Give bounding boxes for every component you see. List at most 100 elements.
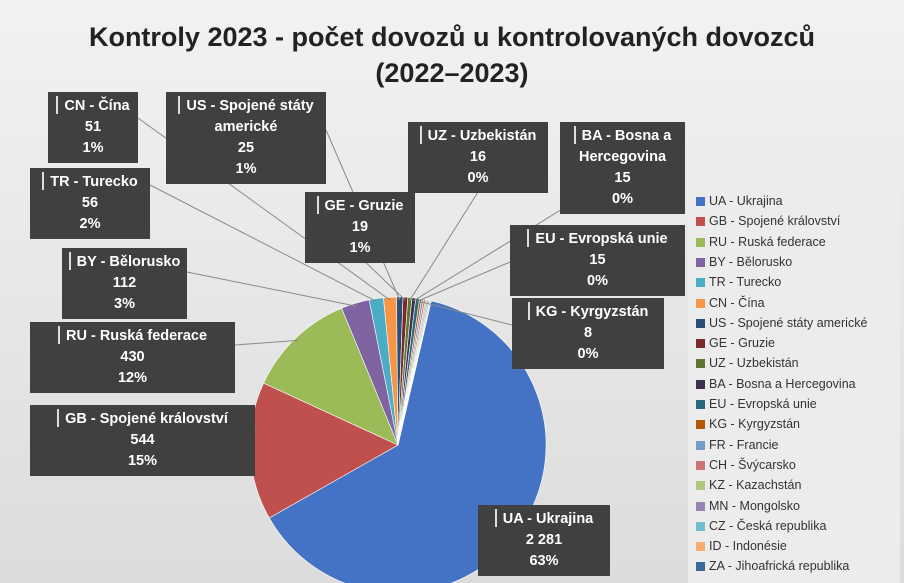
label-value: 112	[112, 275, 137, 291]
label-swatch	[316, 196, 319, 214]
data-label: CN - Čína 51 1%	[48, 92, 138, 163]
label-name: KG - Kyrgyzstán	[518, 301, 658, 323]
label-swatch	[42, 172, 45, 190]
label-value: 544	[130, 432, 155, 448]
legend-swatch	[696, 460, 705, 470]
label-swatch	[68, 252, 71, 270]
label-percent: 63%	[529, 553, 559, 569]
data-label: UA - Ukrajina 2 281 63%	[478, 505, 610, 576]
label-percent: 3%	[114, 296, 135, 312]
legend-label: BA - Bosna a Hercegovina	[709, 376, 856, 391]
data-label: US - Spojené státy americké 25 1%	[166, 92, 326, 184]
legend-item: FR - Francie	[696, 438, 778, 452]
label-category: CN - Čína	[64, 98, 130, 114]
legend-item: ZA - Jihoafrická republika	[696, 559, 849, 573]
label-percent: 12%	[117, 370, 148, 386]
label-value: 19	[351, 219, 369, 235]
label-name: GE - Gruzie	[311, 195, 409, 217]
legend-item: GE - Gruzie	[696, 336, 775, 350]
legend: UA - Ukrajina GB - Spojené království RU -…	[688, 186, 900, 583]
legend-item: KG - Kyrgyzstán	[696, 417, 800, 431]
label-value: 25	[237, 140, 255, 156]
label-category: BA - Bosna a Hercegovina	[578, 128, 672, 165]
legend-item: KZ - Kazachstán	[696, 478, 801, 492]
legend-label: MN - Mongolsko	[709, 498, 800, 513]
leader-line	[417, 261, 511, 302]
legend-item: UA - Ukrajina	[696, 194, 783, 208]
legend-item: ID - Indonésie	[696, 539, 787, 553]
label-value: 15	[614, 170, 631, 186]
data-label: GE - Gruzie 19 1%	[305, 192, 415, 263]
label-name: TR - Turecko	[36, 171, 144, 193]
label-swatch	[57, 409, 60, 427]
legend-label: GB - Spojené království	[709, 214, 841, 229]
label-value: 56	[81, 195, 99, 211]
label-value: 8	[583, 325, 593, 341]
legend-label: RU - Ruská federace	[709, 234, 826, 249]
legend-swatch	[696, 298, 705, 308]
label-swatch	[419, 126, 422, 144]
label-name: GB - Spojené království	[36, 408, 249, 430]
label-swatch	[494, 509, 497, 527]
label-swatch	[527, 229, 530, 247]
pie-slice	[263, 307, 399, 446]
label-category: US - Spojené státy americké	[186, 98, 314, 135]
legend-item: BY - Bělorusko	[696, 255, 792, 269]
pie-slice	[397, 300, 432, 446]
data-label: BA - Bosna a Hercegovina 15 0%	[560, 122, 685, 214]
data-label: GB - Spojené království 544 15%	[30, 405, 255, 476]
legend-swatch	[696, 440, 705, 450]
legend-label: UA - Ukrajina	[709, 194, 783, 208]
legend-label: FR - Francie	[709, 437, 779, 452]
label-percent: 1%	[82, 140, 104, 156]
label-value: 15	[589, 252, 606, 268]
label-value: 16	[469, 149, 487, 165]
legend-item: TR - Turecko	[696, 275, 781, 289]
legend-item: EU - Evropská unie	[696, 397, 817, 411]
label-percent: 0%	[467, 170, 489, 186]
legend-label: KG - Kyrgyzstán	[709, 417, 800, 432]
label-value: 2 281	[525, 532, 563, 548]
legend-swatch	[696, 542, 705, 552]
label-name: US - Spojené státy americké	[172, 95, 320, 138]
label-name: UZ - Uzbekistán	[414, 125, 542, 147]
leader-line	[420, 301, 513, 326]
label-percent: 0%	[612, 191, 633, 207]
label-value: 51	[84, 119, 102, 135]
legend-label: UZ - Uzbekistán	[709, 356, 799, 371]
legend-item: RU - Ruská federace	[696, 235, 826, 249]
legend-item: CH - Švýcarsko	[696, 458, 796, 472]
leader-line	[359, 256, 406, 301]
label-category: UA - Ukrajina	[502, 511, 594, 527]
legend-item: MN - Mongolsko	[696, 499, 800, 513]
legend-label: CZ - Česká republika	[709, 518, 827, 533]
label-name: BY - Bělorusko	[68, 251, 181, 273]
label-category: UZ - Uzbekistán	[427, 128, 537, 144]
leader-line	[234, 339, 298, 346]
leader-line	[409, 191, 479, 301]
leader-line	[186, 271, 357, 307]
data-label: KG - Kyrgyzstán 8 0%	[512, 298, 664, 369]
legend-swatch	[696, 318, 705, 328]
legend-swatch	[696, 562, 705, 572]
label-category: BY - Bělorusko	[76, 254, 181, 270]
legend-label: GE - Gruzie	[709, 336, 775, 351]
label-category: KG - Kyrgyzstán	[535, 304, 649, 320]
legend-label: ZA - Jihoafrická republika	[709, 559, 850, 574]
legend-swatch	[696, 278, 705, 288]
legend-swatch	[696, 521, 705, 531]
data-label: RU - Ruská federace 430 12%	[30, 322, 235, 393]
legend-label: BY - Bělorusko	[709, 254, 793, 269]
label-percent: 1%	[349, 240, 371, 256]
legend-swatch	[696, 379, 705, 389]
label-name: RU - Ruská federace	[36, 325, 229, 347]
legend-swatch	[696, 420, 705, 430]
label-swatch	[573, 126, 576, 144]
label-category: EU - Evropská unie	[535, 231, 668, 247]
legend-label: US - Spojené státy americké	[709, 315, 868, 330]
label-name: BA - Bosna a Hercegovina	[566, 125, 679, 168]
legend-label: ID - Indonésie	[709, 539, 787, 554]
legend-label: CN - Čína	[709, 295, 765, 310]
